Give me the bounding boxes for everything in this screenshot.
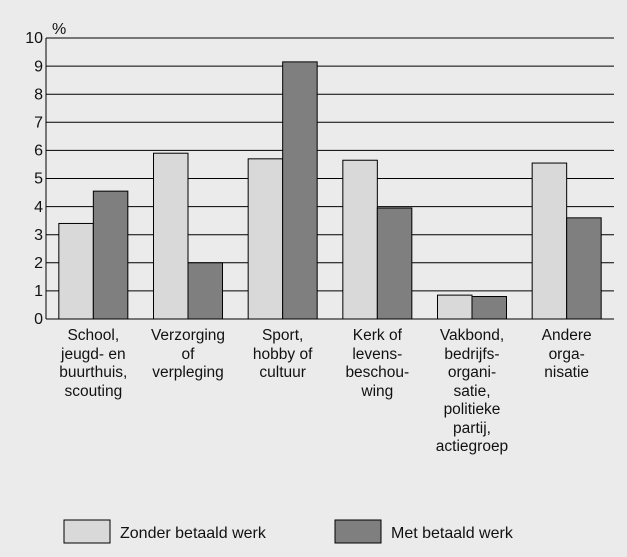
bar	[187, 262, 223, 320]
y-tick-label: 8	[34, 86, 43, 103]
bar	[376, 207, 413, 320]
y-tick-label: 10	[25, 30, 43, 47]
y-tick-label: 7	[34, 115, 43, 132]
legend-swatch	[63, 519, 111, 544]
bar	[282, 61, 318, 320]
legend-label: Met betaald werk	[391, 525, 514, 542]
bar	[58, 222, 94, 320]
legend-label: Zonder betaald werk	[120, 525, 267, 542]
bar	[437, 294, 473, 320]
legend-swatch	[334, 519, 382, 544]
y-tick-label: 4	[34, 199, 43, 216]
x-tick-label: Vakbond, bedrijfs- organi- satie, politi…	[435, 327, 509, 455]
x-tick-label: Sport, hobby of cultuur	[252, 327, 313, 381]
bar	[247, 158, 284, 320]
y-axis-label: %	[52, 21, 66, 38]
bar	[566, 217, 602, 320]
x-tick-label: School, jeugd- en buurthuis, scouting	[59, 327, 128, 400]
x-tick-label: Andere orga- nisatie	[541, 327, 592, 381]
bar	[153, 152, 189, 320]
y-tick-label: 0	[34, 311, 43, 328]
bar	[92, 190, 129, 320]
y-tick-label: 3	[34, 227, 43, 244]
bar	[471, 296, 507, 320]
bar	[531, 162, 568, 320]
y-tick-label: 9	[34, 58, 43, 75]
y-tick-label: 2	[34, 255, 43, 272]
y-tick-label: 6	[34, 143, 43, 160]
y-tick-label: 5	[34, 171, 43, 188]
y-tick-label: 1	[34, 283, 43, 300]
x-tick-label: Verzorging of verpleging	[150, 327, 226, 381]
bar	[342, 159, 378, 320]
x-tick-label: Kerk of levens- beschou- wing	[345, 327, 410, 400]
